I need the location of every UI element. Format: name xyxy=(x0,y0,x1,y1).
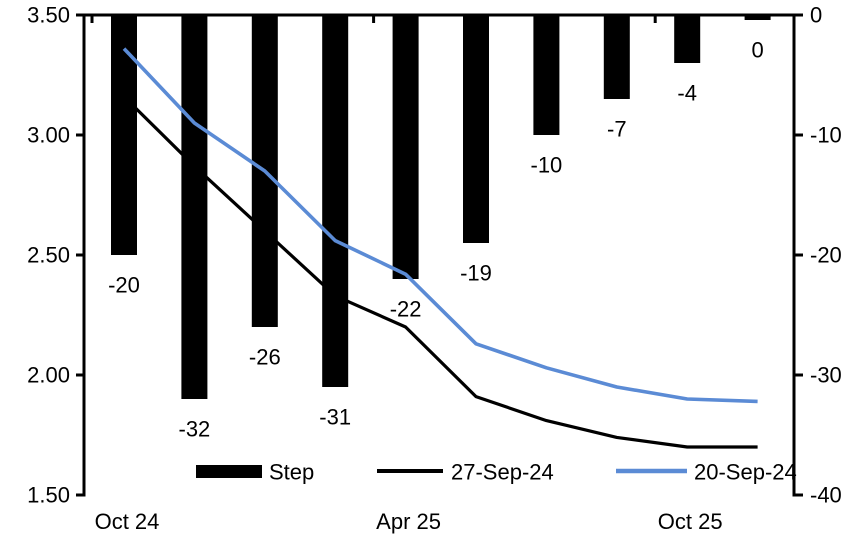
legend-label-27-sep-24: 27-Sep-24 xyxy=(451,460,554,485)
bar-value-label: -10 xyxy=(531,153,563,178)
bar-step xyxy=(111,15,137,255)
x-axis-label: Apr 25 xyxy=(376,509,441,534)
bar-value-label: -20 xyxy=(108,273,140,298)
bar-value-label: -31 xyxy=(319,405,351,430)
line-27-sep-24 xyxy=(122,95,758,449)
x-axis-label: Oct 24 xyxy=(95,509,160,534)
axis-ticks-and-labels: 3.50 03.00 -102.50 -202.00 -301.50 -40 xyxy=(27,3,842,508)
legend-label-step: Step xyxy=(269,460,314,485)
right-axis-tick-label: -30 xyxy=(810,363,842,388)
bar-value-label: 0 xyxy=(751,38,763,63)
left-axis-tick-label: 3.00 xyxy=(27,123,70,148)
left-axis-tick-label: 1.50 xyxy=(27,483,70,508)
line-layer-front xyxy=(122,47,758,404)
right-axis-tick-label: -20 xyxy=(810,243,842,268)
left-axis-tick-label: 2.50 xyxy=(27,243,70,268)
bar-value-label: -19 xyxy=(460,261,492,286)
bar-step xyxy=(533,15,560,135)
line-layer-behind-bars xyxy=(122,95,758,449)
line-20-sep-24 xyxy=(122,47,758,404)
legend-swatch-step xyxy=(196,465,262,478)
bar-step xyxy=(463,15,489,243)
legend-label-20-sep-24: 20-Sep-24 xyxy=(694,460,797,485)
right-axis-tick-label: -40 xyxy=(810,483,842,508)
step-bars xyxy=(111,15,771,399)
right-axis-tick-label: 0 xyxy=(810,3,822,28)
bar-value-label: -7 xyxy=(607,117,627,142)
right-axis-tick-label: -10 xyxy=(810,123,842,148)
bar-step xyxy=(392,15,419,279)
bar-value-labels: -20 -32 -26 -31 -22 -19 -10 -7 -4 0 xyxy=(108,38,764,442)
bar-step xyxy=(181,15,208,399)
bar-value-label: -26 xyxy=(249,345,281,370)
legend: Step 27-Sep-24 20-Sep-24 xyxy=(196,460,797,485)
left-axis-tick-label: 2.00 xyxy=(27,363,70,388)
bar-value-label: -22 xyxy=(390,297,422,322)
bar-step xyxy=(603,15,630,99)
bar-step xyxy=(744,15,771,20)
x-axis-label: Oct 25 xyxy=(658,509,723,534)
bar-step xyxy=(674,15,701,63)
bar-step xyxy=(322,15,349,387)
x-axis-labels: Oct 24 Apr 25 Oct 25 xyxy=(95,509,723,534)
left-axis-tick-label: 3.50 xyxy=(27,3,70,28)
bar-value-label: -4 xyxy=(677,81,697,106)
bar-value-label: -32 xyxy=(179,417,211,442)
